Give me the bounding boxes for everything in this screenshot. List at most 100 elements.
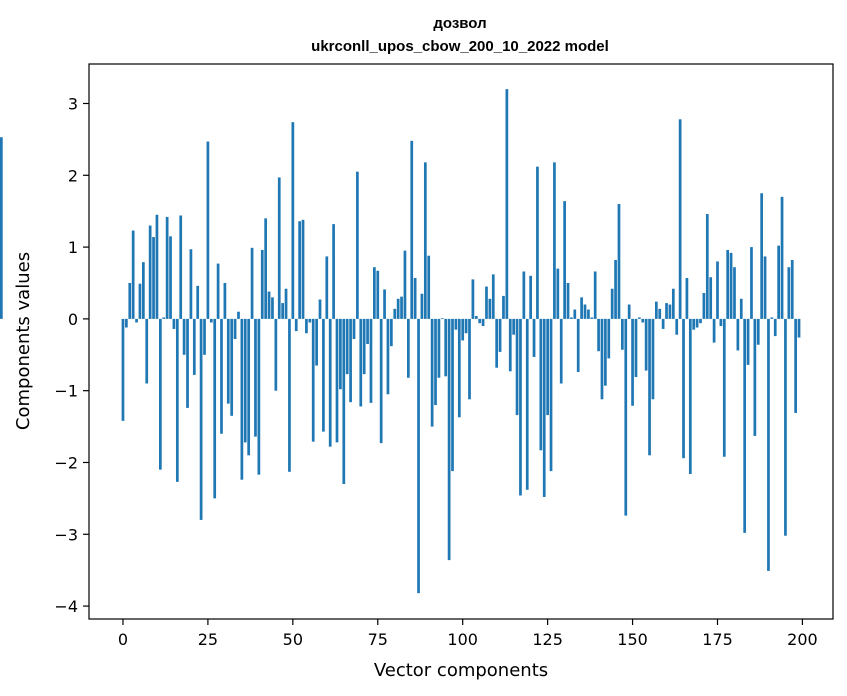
bar-32 [230, 318, 234, 416]
bar-73 [369, 318, 373, 403]
bar-195 [784, 318, 787, 536]
bar-91 [430, 318, 434, 427]
bar-77 [383, 289, 386, 319]
bar-39 [254, 318, 257, 437]
y-tick-label: −1 [54, 382, 78, 401]
bar-131 [566, 282, 570, 319]
bar-43 [267, 291, 271, 319]
x-tick-label: 75 [368, 630, 388, 649]
bar-47 [281, 303, 285, 319]
bar-88 [420, 293, 424, 319]
bar-165 [682, 318, 685, 459]
bar-191 [770, 317, 774, 319]
bar-149 [627, 304, 631, 319]
bar-40 [257, 318, 261, 475]
bar-79 [389, 318, 393, 347]
bar-160 [665, 303, 668, 319]
bar-63 [335, 318, 339, 443]
bar-136 [583, 304, 587, 319]
bar-103 [471, 279, 475, 319]
bar-6 [141, 262, 145, 319]
bar-139 [593, 271, 597, 319]
bar-129 [559, 318, 563, 384]
bar-147 [621, 318, 624, 350]
bar-51 [294, 318, 298, 332]
bar-172 [705, 214, 709, 319]
bar-182 [739, 298, 743, 319]
bar-118 [522, 271, 526, 319]
bar-164 [678, 119, 682, 319]
bar-148 [624, 318, 628, 516]
bar-126 [549, 318, 553, 472]
bar-30 [223, 282, 227, 319]
y-axis-ticks: −4 −3 −2 −1 0 1 2 3 [54, 94, 89, 616]
bar-158 [658, 308, 662, 319]
bar-115 [512, 318, 516, 335]
bar-179 [729, 252, 733, 319]
bar-107 [485, 286, 488, 319]
bar-84 [406, 318, 410, 378]
bar-163 [675, 318, 679, 335]
bar-27 [213, 318, 217, 499]
bar-15 [172, 318, 176, 329]
bar-104 [474, 316, 478, 319]
bar-108 [488, 298, 492, 319]
bar-48 [284, 288, 288, 319]
bar-198 [794, 318, 797, 413]
bar-169 [695, 318, 699, 328]
bar-64 [339, 318, 342, 390]
bar-76 [379, 318, 383, 444]
bar-7 [145, 318, 149, 384]
bar-111 [498, 318, 502, 352]
bar-58 [318, 299, 322, 319]
y-tick-label: −4 [54, 597, 78, 616]
bar-2 [128, 282, 132, 319]
bar-61 [328, 318, 332, 447]
bar-185 [750, 247, 753, 319]
bar-19 [186, 318, 189, 408]
bar-18 [182, 318, 186, 355]
bar-87 [417, 318, 420, 594]
bar-181 [736, 318, 740, 351]
y-tick-label: −2 [54, 453, 78, 472]
bar-71 [362, 318, 366, 375]
bar-120 [529, 275, 533, 319]
x-axis-ticks: 0 25 50 75 100 125 150 175 200 [118, 619, 818, 649]
bar-161 [668, 304, 672, 319]
bar-102 [468, 318, 471, 400]
bar-72 [366, 318, 369, 345]
bar-78 [386, 318, 390, 395]
bar-20 [189, 249, 193, 319]
bar-23 [199, 318, 203, 520]
bar-89 [423, 162, 427, 319]
bar-154 [644, 318, 648, 371]
bar-159 [661, 318, 665, 329]
bars-group [0, 89, 801, 594]
bar-189 [763, 256, 767, 319]
bar-177 [722, 318, 726, 457]
bar-66 [345, 318, 349, 375]
bar-38 [250, 247, 254, 319]
bar-166 [685, 277, 689, 319]
bar-25 [206, 141, 210, 319]
bar-143 [607, 318, 611, 359]
bar-101 [464, 318, 468, 334]
bar-156 [651, 318, 655, 400]
bar-46 [277, 177, 281, 319]
bar-137 [587, 309, 590, 319]
bar-155 [648, 318, 651, 456]
bar-16 [175, 318, 179, 482]
bar-128 [556, 268, 560, 319]
bar-124 [542, 318, 546, 497]
bar-60 [325, 256, 329, 319]
bar-167 [688, 318, 692, 474]
bar-10 [155, 214, 159, 319]
bar-109 [491, 274, 495, 319]
x-axis-label: Vector components [374, 660, 548, 681]
x-tick-label: 200 [787, 630, 818, 649]
bar-123 [539, 318, 543, 451]
bar-14 [169, 236, 172, 319]
bar-35 [240, 318, 244, 480]
bar-74 [373, 267, 376, 319]
